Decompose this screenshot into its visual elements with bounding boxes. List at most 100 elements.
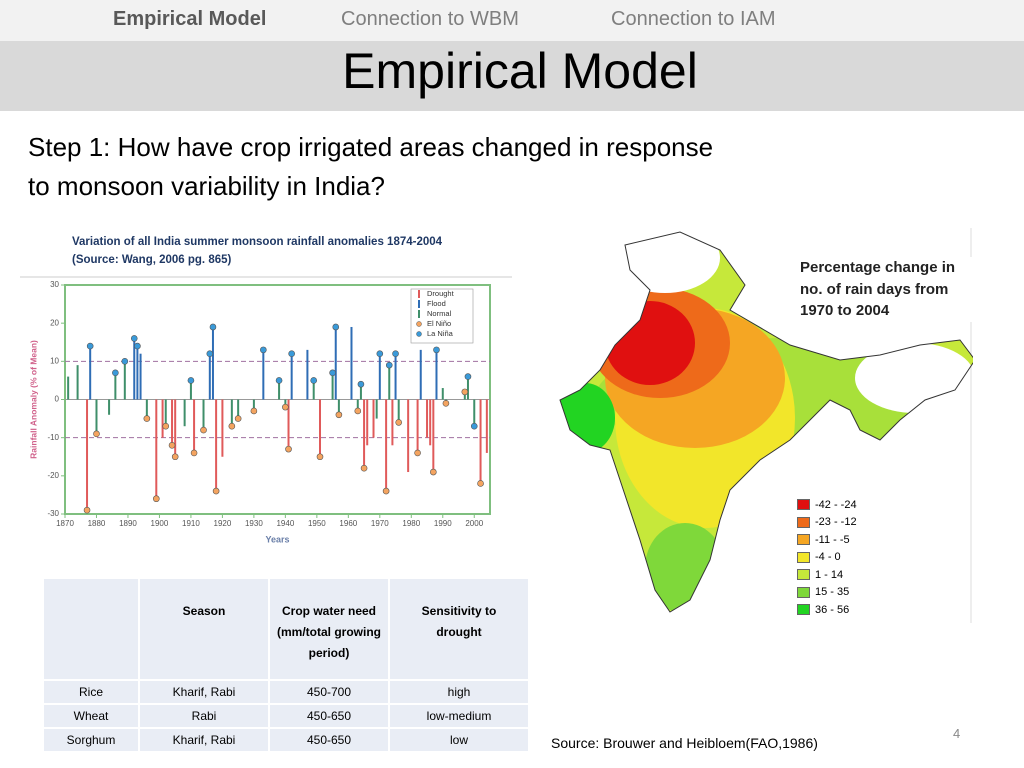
bar — [416, 399, 419, 453]
map-legend-item: 36 - 56 — [797, 601, 857, 619]
map-legend-item: -11 - -5 — [797, 531, 857, 549]
bar — [331, 372, 334, 400]
bar — [391, 399, 394, 446]
marker — [316, 453, 324, 461]
legend-label: El Niño — [427, 319, 451, 328]
bar — [319, 399, 321, 457]
bar — [378, 353, 381, 400]
bar — [136, 346, 139, 400]
x-tick-label: 1880 — [88, 519, 106, 528]
marker — [285, 445, 292, 453]
legend-label: La Niña — [427, 329, 454, 338]
map-legend-item: -4 - 0 — [797, 549, 857, 567]
marker — [442, 400, 450, 407]
header-cell: Crop water need (mm/total growing period… — [268, 577, 390, 681]
map-legend: -42 - -24 -23 - -12 -11 - -5 -4 - 0 1 - 14 15… — [797, 496, 857, 619]
nav-bar — [0, 0, 1024, 41]
header-cell — [42, 577, 140, 681]
table-row: Wheat Rabi 450-650 low-medium — [42, 703, 530, 729]
marker — [354, 407, 362, 415]
marker — [430, 468, 437, 476]
map-legend-swatch — [797, 604, 810, 616]
map-legend-label: -11 - -5 — [815, 533, 850, 546]
map-legend-item: 15 - 35 — [797, 584, 857, 602]
bar — [86, 399, 89, 511]
bar — [133, 338, 136, 400]
marker — [228, 422, 236, 430]
bar — [473, 399, 476, 427]
bar — [337, 399, 340, 415]
x-tick-label: 1940 — [276, 519, 294, 528]
map-legend-swatch — [797, 499, 810, 511]
map-legend-label: 15 - 35 — [815, 586, 850, 599]
nav-tab[interactable]: Empirical Model — [113, 8, 267, 30]
bar — [211, 326, 214, 400]
legend-label: Normal — [427, 309, 452, 318]
bar — [89, 346, 92, 400]
bar — [108, 399, 111, 415]
map-legend-label: -23 - -12 — [815, 516, 857, 529]
marker — [335, 411, 343, 419]
bar — [221, 399, 224, 457]
marker — [234, 415, 242, 422]
bar — [287, 399, 290, 450]
page-number: 4 — [953, 726, 961, 741]
y-tick-label: 30 — [50, 280, 59, 289]
table-row: Sorghum Kharif, Rabi 450-650 low — [42, 727, 530, 753]
bar — [363, 399, 366, 469]
map-legend-item: -23 - -12 — [797, 514, 857, 532]
marker — [470, 422, 478, 430]
marker — [112, 369, 119, 377]
map-legend-swatch — [797, 569, 810, 581]
marker — [200, 426, 207, 434]
map-legend-label: 36 - 56 — [815, 603, 850, 616]
x-tick-label: 1900 — [151, 519, 169, 528]
header-cell: Sensitivity to drought — [388, 577, 530, 681]
bar — [372, 399, 375, 438]
map-legend-swatch — [797, 551, 810, 563]
table-cell: Kharif, Rabi — [138, 727, 270, 753]
x-tick-label: 1890 — [119, 519, 137, 528]
legend-swatch — [418, 310, 420, 318]
map-title: Percentage change in no. of rain days fr… — [800, 257, 972, 322]
y-tick-label: -30 — [47, 509, 59, 518]
y-axis-label: Rainfall Anomaly (% of Mean) — [28, 340, 38, 459]
table-cell: low — [388, 727, 530, 753]
bar — [161, 399, 164, 438]
bar — [76, 365, 79, 400]
bar — [252, 399, 255, 411]
legend-label: Flood — [427, 299, 446, 308]
bar — [174, 399, 177, 457]
header-cell: Season — [138, 577, 270, 681]
x-tick-label: 1980 — [402, 519, 420, 528]
marker — [288, 350, 295, 357]
nav-tab[interactable]: Connection to IAM — [611, 8, 776, 30]
map-legend-swatch — [797, 516, 810, 528]
nav-tab[interactable]: Connection to WBM — [341, 8, 519, 30]
bar — [95, 399, 98, 434]
marker — [329, 369, 336, 377]
map-legend-swatch — [797, 586, 810, 598]
marker — [86, 342, 94, 350]
chart-title: Variation of all India summer monsoon ra… — [72, 236, 443, 248]
marker — [275, 377, 283, 384]
x-tick-label: 1930 — [245, 519, 263, 528]
bar — [435, 349, 438, 400]
map-legend-swatch — [797, 534, 810, 546]
marker — [357, 380, 365, 388]
crop-table: Season Crop water need (mm/total growing… — [42, 577, 530, 753]
bar — [432, 399, 435, 473]
x-tick-label: 1870 — [56, 519, 74, 528]
table-header: Season Crop water need (mm/total growing… — [42, 577, 530, 681]
marker — [250, 407, 258, 415]
india-map — [559, 228, 973, 623]
bar — [359, 384, 362, 400]
bar — [171, 399, 174, 446]
bar — [441, 388, 444, 400]
marker — [168, 442, 176, 449]
bar — [385, 399, 388, 492]
marker — [477, 480, 484, 487]
bar — [350, 326, 353, 400]
table-cell: Kharif, Rabi — [138, 679, 270, 705]
marker — [162, 422, 170, 430]
